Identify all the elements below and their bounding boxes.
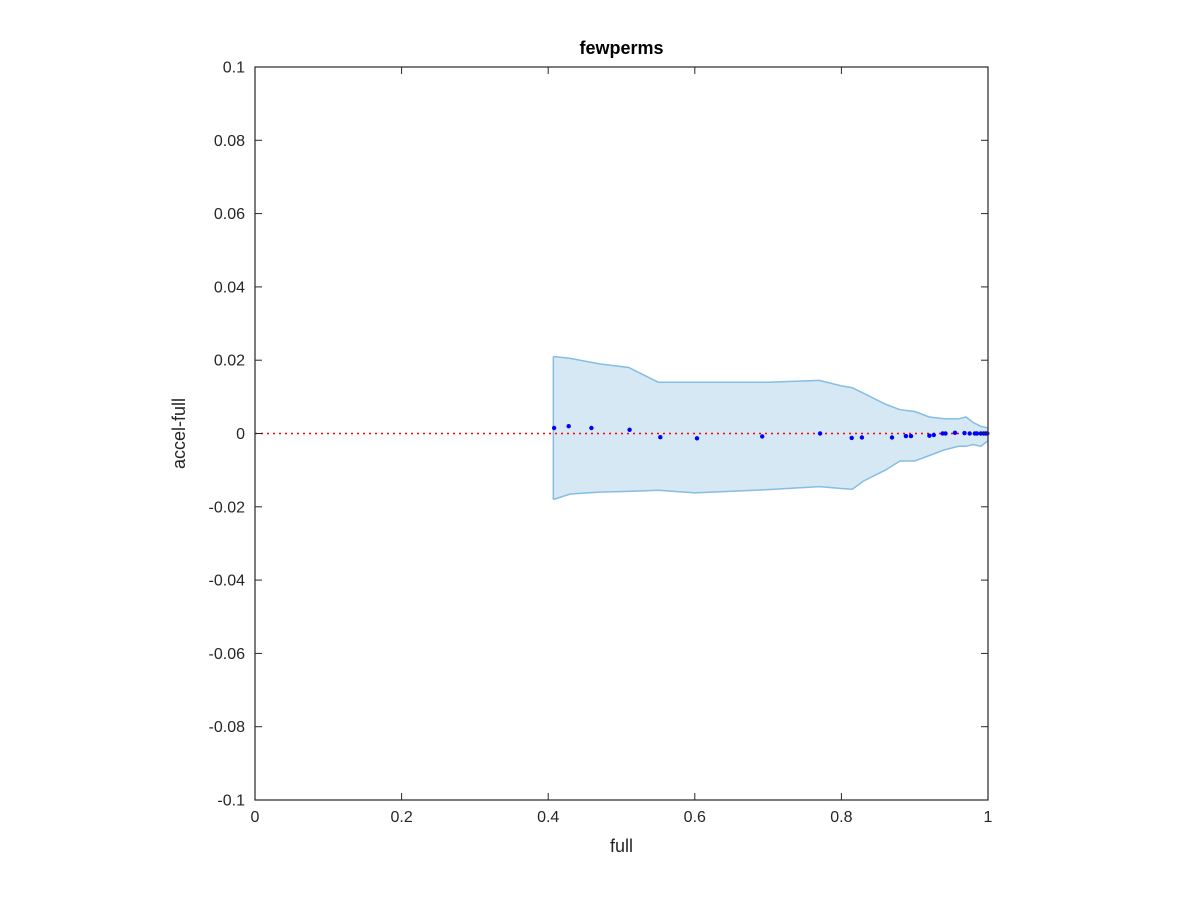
band-upper-edge	[553, 355, 989, 429]
data-point	[931, 432, 936, 438]
y-tick-label: 0	[236, 426, 245, 443]
y-tick-label: -0.06	[209, 646, 246, 663]
x-axis-label: full	[610, 836, 633, 856]
x-tick-label: 0.2	[390, 809, 412, 826]
y-ticks-layer: 0.1 0.08 0.06 0.04 0.02 0 -0.02 -0.04 -0.06 -0.08…	[209, 60, 988, 810]
data-point	[889, 435, 895, 440]
data-point	[967, 431, 972, 436]
data-point	[817, 431, 823, 436]
data-point	[908, 433, 914, 439]
y-tick-label: 0.02	[214, 353, 245, 370]
y-tick-label: 0.04	[214, 279, 245, 296]
y-axis-label: accel-full	[169, 398, 189, 469]
data-point	[859, 435, 865, 440]
data-point	[760, 434, 765, 439]
y-tick-label: 0.08	[214, 133, 245, 150]
y-tick-label: -0.02	[209, 499, 246, 516]
y-tick-label: 0.06	[214, 206, 245, 223]
x-tick-label: 0.6	[684, 809, 706, 826]
x-tick-label: 1	[984, 809, 993, 826]
data-points-layer	[551, 424, 990, 441]
x-tick-label: 0.8	[830, 809, 852, 826]
y-tick-label: 0.1	[223, 60, 245, 77]
data-point	[627, 427, 632, 432]
x-tick-label: 0.4	[537, 809, 559, 826]
data-point	[943, 431, 948, 436]
data-point	[903, 433, 909, 439]
data-point	[658, 435, 663, 440]
data-point	[566, 424, 571, 429]
y-tick-label: -0.1	[217, 793, 245, 810]
data-point	[974, 431, 980, 436]
data-point	[962, 430, 967, 436]
x-tick-label: 0	[251, 809, 260, 826]
data-point	[589, 425, 594, 431]
data-point	[952, 430, 958, 435]
band-lower-edge	[553, 440, 989, 501]
data-point	[551, 425, 557, 431]
data-point	[927, 433, 932, 438]
x-ticks-layer: 0 0.2 0.4 0.6 0.8 1	[251, 67, 993, 826]
y-tick-label: -0.04	[209, 573, 246, 590]
chart-title: fewperms	[579, 38, 663, 58]
data-point	[694, 436, 700, 441]
data-point	[849, 435, 854, 441]
confidence-band	[553, 356, 988, 500]
y-tick-label: -0.08	[209, 719, 246, 736]
